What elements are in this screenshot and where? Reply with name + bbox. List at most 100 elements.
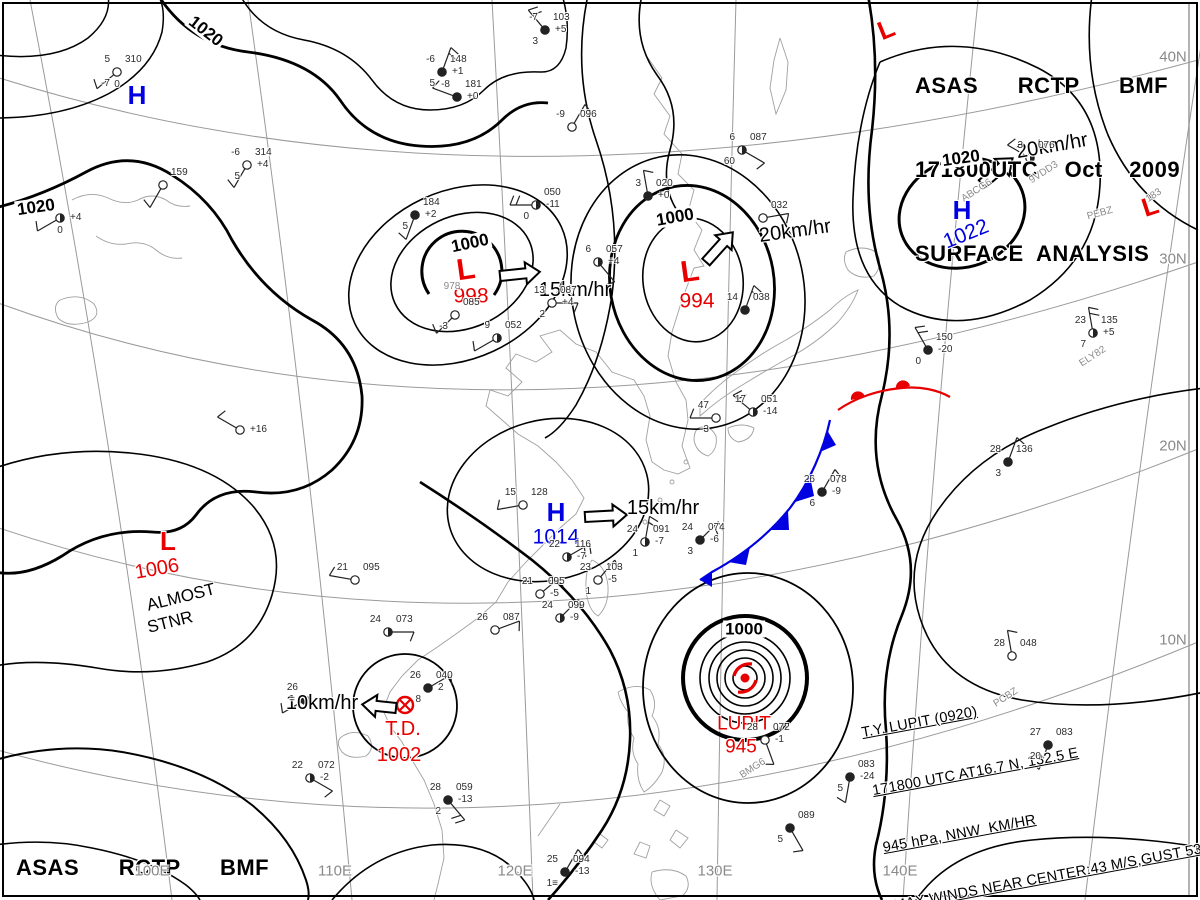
station-plot (689, 408, 721, 423)
station-value-tl: 13 (533, 285, 545, 296)
wind-barb (329, 574, 352, 580)
wind-barb (844, 780, 850, 803)
station-value-bl: 3 (995, 468, 1001, 479)
station-plot (280, 695, 310, 714)
station-value-tl: 5 (104, 54, 110, 65)
title-line: SURFACE ANALYSIS (915, 241, 1150, 266)
station-value-tl: 17 (734, 394, 746, 405)
station-value-tr: 150 (936, 332, 953, 343)
station-value-tl: 3 (635, 178, 641, 189)
wind-barb (570, 543, 590, 556)
station-value-tr: 059 (456, 782, 473, 793)
station-value-r: -6 (710, 534, 719, 545)
station-value-bl: 1≡ (546, 878, 558, 889)
station-value-tl: 24 (626, 524, 638, 535)
station-value-tr: 074 (708, 522, 725, 533)
station-value-bl: 0 (523, 211, 529, 222)
station-value-tr: 072 (773, 722, 790, 733)
station-value-tl: 6 (729, 132, 735, 143)
station-value-r: -7 (577, 551, 586, 562)
wind-barb (450, 802, 466, 821)
station-value-tl: 26 (409, 670, 421, 681)
lat-label-20n: 20N (1159, 437, 1187, 455)
wind-barb (645, 516, 651, 539)
station-value-bl: 7 (1080, 339, 1086, 350)
station-value-tr: 184 (423, 197, 440, 208)
station-value-tl: 24 (369, 614, 381, 625)
station-value-tl: 28 (746, 722, 758, 733)
low-994-glyph: L (678, 253, 702, 290)
station-value-bl: 60 (723, 156, 735, 167)
motion-arrow-994 (700, 231, 734, 267)
station-value-tr: 078 (830, 474, 847, 485)
station-plot (836, 772, 855, 804)
station-plot (423, 674, 453, 693)
wind-barb (474, 339, 494, 352)
lon-label-140e: 140E (882, 862, 918, 880)
station-value-l: = (289, 694, 295, 705)
station-plot (1087, 306, 1100, 338)
station-value-tl: 22 (548, 539, 560, 550)
station-plots (35, 6, 1100, 877)
station-value-tl: -6 (231, 147, 240, 158)
lat-label-10n: 10N (1159, 631, 1187, 649)
station-plot (509, 195, 541, 210)
station-value-bl: 1 (632, 548, 638, 559)
station-value-bl: 2 (435, 806, 441, 817)
station-value-b: 0 (114, 79, 120, 90)
motion-arrow-td (360, 693, 398, 719)
wind-barb (573, 104, 586, 124)
station-value-tr: 052 (505, 320, 522, 331)
station-plot (472, 333, 502, 352)
wind-barb (642, 170, 648, 193)
lon-label-120e: 120E (497, 862, 533, 880)
cold-front-tooth (700, 573, 712, 587)
station-plot (227, 160, 252, 188)
lon-label-100e: 100E (134, 862, 170, 880)
warm-front-bump (850, 391, 865, 400)
station-plot (555, 599, 583, 623)
td-value: 1002 (376, 744, 422, 766)
low-corner-glyph: L (873, 12, 899, 46)
title-block-bottom-left: ASAS RCTP BMF 171800UTC Oct 2009 SURFACE… (16, 798, 281, 900)
wind-barb (498, 620, 520, 630)
station-value-r: +2 (425, 209, 437, 220)
high-nw-glyph: H (127, 80, 147, 110)
station-plot (328, 566, 360, 585)
station-value-tr: 020 (656, 178, 673, 189)
station-value-r: -5 (550, 588, 559, 599)
station-value-b: 0 (57, 225, 63, 236)
wind-barb (791, 831, 804, 851)
station-plot (93, 67, 122, 90)
station-value-tl: 24 (541, 600, 553, 611)
station-plot (398, 210, 420, 240)
warm-front-line (837, 386, 951, 411)
motion-arrow-1014 (583, 502, 629, 529)
lat-label-30n: 30N (1159, 250, 1187, 268)
station-value-r: -13 (458, 794, 473, 805)
station-value-tr: 085 (463, 297, 480, 308)
wind-barb (1008, 437, 1018, 459)
station-value-tr: 135 (1101, 315, 1118, 326)
station-value-tr: 103 (606, 562, 623, 573)
station-value-r: -7 (655, 536, 664, 547)
station-plot (432, 310, 460, 334)
station-plot (527, 6, 550, 35)
station-value-r: +0 (467, 91, 479, 102)
station-value-tl: -6 (426, 54, 435, 65)
station-plot (1031, 740, 1053, 770)
station-value-tl: 28 (993, 638, 1005, 649)
station-plot (490, 620, 521, 635)
low-994-value: 994 (679, 289, 715, 313)
station-value-bl: 5 (777, 834, 783, 845)
station-plot (1003, 437, 1025, 467)
station-value-tl: 22 (291, 760, 303, 771)
station-value-tr: 040 (436, 670, 453, 681)
low-998-value: 998 (453, 284, 489, 308)
station-value-tr: 032 (771, 200, 788, 211)
station-value-tr: 103 (553, 12, 570, 23)
